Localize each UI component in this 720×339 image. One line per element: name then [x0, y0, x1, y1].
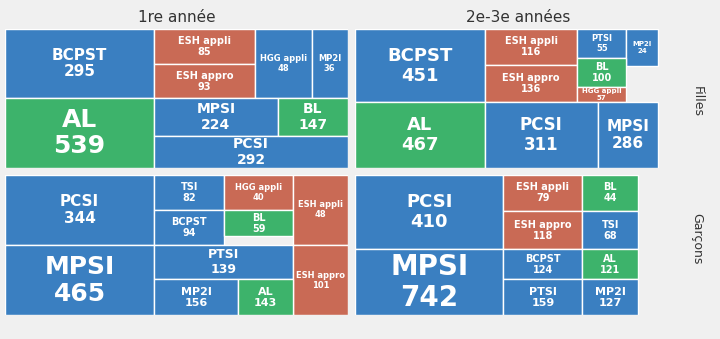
Bar — [626, 29, 658, 66]
Bar — [485, 65, 577, 102]
Text: Filles: Filles — [690, 86, 703, 117]
Text: MP2I
36: MP2I 36 — [318, 54, 341, 73]
Bar — [503, 279, 582, 315]
Bar — [355, 249, 503, 315]
Bar — [582, 175, 638, 211]
Bar — [355, 175, 503, 249]
Text: AL
467: AL 467 — [401, 116, 438, 154]
Bar — [503, 211, 582, 249]
Bar — [485, 29, 577, 65]
Bar — [225, 211, 293, 236]
Bar — [225, 175, 293, 211]
Text: ESH appli
85: ESH appli 85 — [178, 36, 231, 57]
Text: PTSI
139: PTSI 139 — [208, 248, 239, 276]
Text: AL
121: AL 121 — [600, 254, 621, 275]
Text: PCSI
292: PCSI 292 — [233, 137, 269, 167]
Text: HGG appli
48: HGG appli 48 — [260, 54, 307, 73]
Text: TSI
82: TSI 82 — [181, 182, 198, 203]
Bar — [5, 175, 154, 245]
Text: ESH appli
48: ESH appli 48 — [298, 200, 343, 219]
Text: BL
44: BL 44 — [603, 182, 617, 203]
Text: PTSI
159: PTSI 159 — [529, 287, 557, 308]
Text: BCPST
295: BCPST 295 — [52, 48, 107, 79]
Text: MP2I
24: MP2I 24 — [633, 41, 652, 54]
Text: PCSI
344: PCSI 344 — [60, 194, 99, 226]
Text: BCPST
94: BCPST 94 — [171, 217, 207, 238]
Bar — [485, 102, 598, 168]
Bar — [582, 249, 638, 279]
Text: AL
143: AL 143 — [254, 287, 277, 308]
Text: Garçons: Garçons — [690, 213, 703, 265]
Text: BCPST
124: BCPST 124 — [525, 254, 561, 275]
Text: BL
147: BL 147 — [298, 102, 327, 132]
Bar — [154, 29, 255, 64]
Bar — [154, 245, 293, 279]
Bar — [503, 249, 582, 279]
Text: PCSI
311: PCSI 311 — [520, 116, 562, 154]
Text: TSI
68: TSI 68 — [601, 220, 619, 241]
Bar — [277, 98, 348, 136]
Text: MPSI
742: MPSI 742 — [390, 253, 468, 312]
Bar — [5, 245, 154, 315]
Bar — [154, 136, 348, 168]
Text: BCPST
451: BCPST 451 — [387, 46, 452, 85]
Text: PCSI
410: PCSI 410 — [406, 193, 452, 231]
Text: BL
59: BL 59 — [252, 213, 266, 234]
Text: BL
100: BL 100 — [592, 62, 612, 83]
Text: 2e-3e années: 2e-3e années — [467, 10, 570, 25]
Bar — [355, 102, 485, 168]
Text: MPSI
224: MPSI 224 — [197, 102, 235, 132]
Text: ESH appro
136: ESH appro 136 — [503, 73, 559, 94]
Text: ESH appli
79: ESH appli 79 — [516, 182, 570, 203]
Text: MP2I
127: MP2I 127 — [595, 287, 626, 308]
Bar — [582, 279, 638, 315]
Text: MPSI
286: MPSI 286 — [606, 119, 649, 151]
Text: MPSI
465: MPSI 465 — [45, 255, 114, 305]
Bar — [355, 29, 485, 102]
Bar — [255, 29, 312, 98]
Bar — [154, 279, 238, 315]
Bar — [5, 98, 154, 168]
Bar — [154, 64, 255, 98]
Bar — [154, 211, 225, 245]
Text: ESH appli
116: ESH appli 116 — [505, 36, 557, 58]
Bar — [293, 175, 348, 245]
Bar — [598, 102, 658, 168]
Bar — [293, 245, 348, 315]
Text: AL
539: AL 539 — [53, 108, 106, 159]
Text: ESH appro
118: ESH appro 118 — [514, 220, 572, 241]
Text: PTSI
55: PTSI 55 — [591, 34, 612, 53]
Bar — [577, 87, 626, 102]
Text: ESH appro
101: ESH appro 101 — [296, 271, 345, 290]
Bar — [154, 98, 277, 136]
Text: MP2I
156: MP2I 156 — [181, 287, 212, 308]
Bar — [577, 29, 626, 58]
Bar — [5, 29, 154, 98]
Text: HGG appli
57: HGG appli 57 — [582, 88, 621, 101]
Bar — [577, 58, 626, 87]
Text: HGG appli
40: HGG appli 40 — [235, 183, 282, 202]
Text: ESH appro
93: ESH appro 93 — [176, 71, 233, 92]
Bar — [312, 29, 348, 98]
Bar — [503, 175, 582, 211]
Text: 1re année: 1re année — [138, 10, 215, 25]
Bar — [154, 175, 225, 211]
Bar — [582, 211, 638, 249]
Bar — [238, 279, 293, 315]
